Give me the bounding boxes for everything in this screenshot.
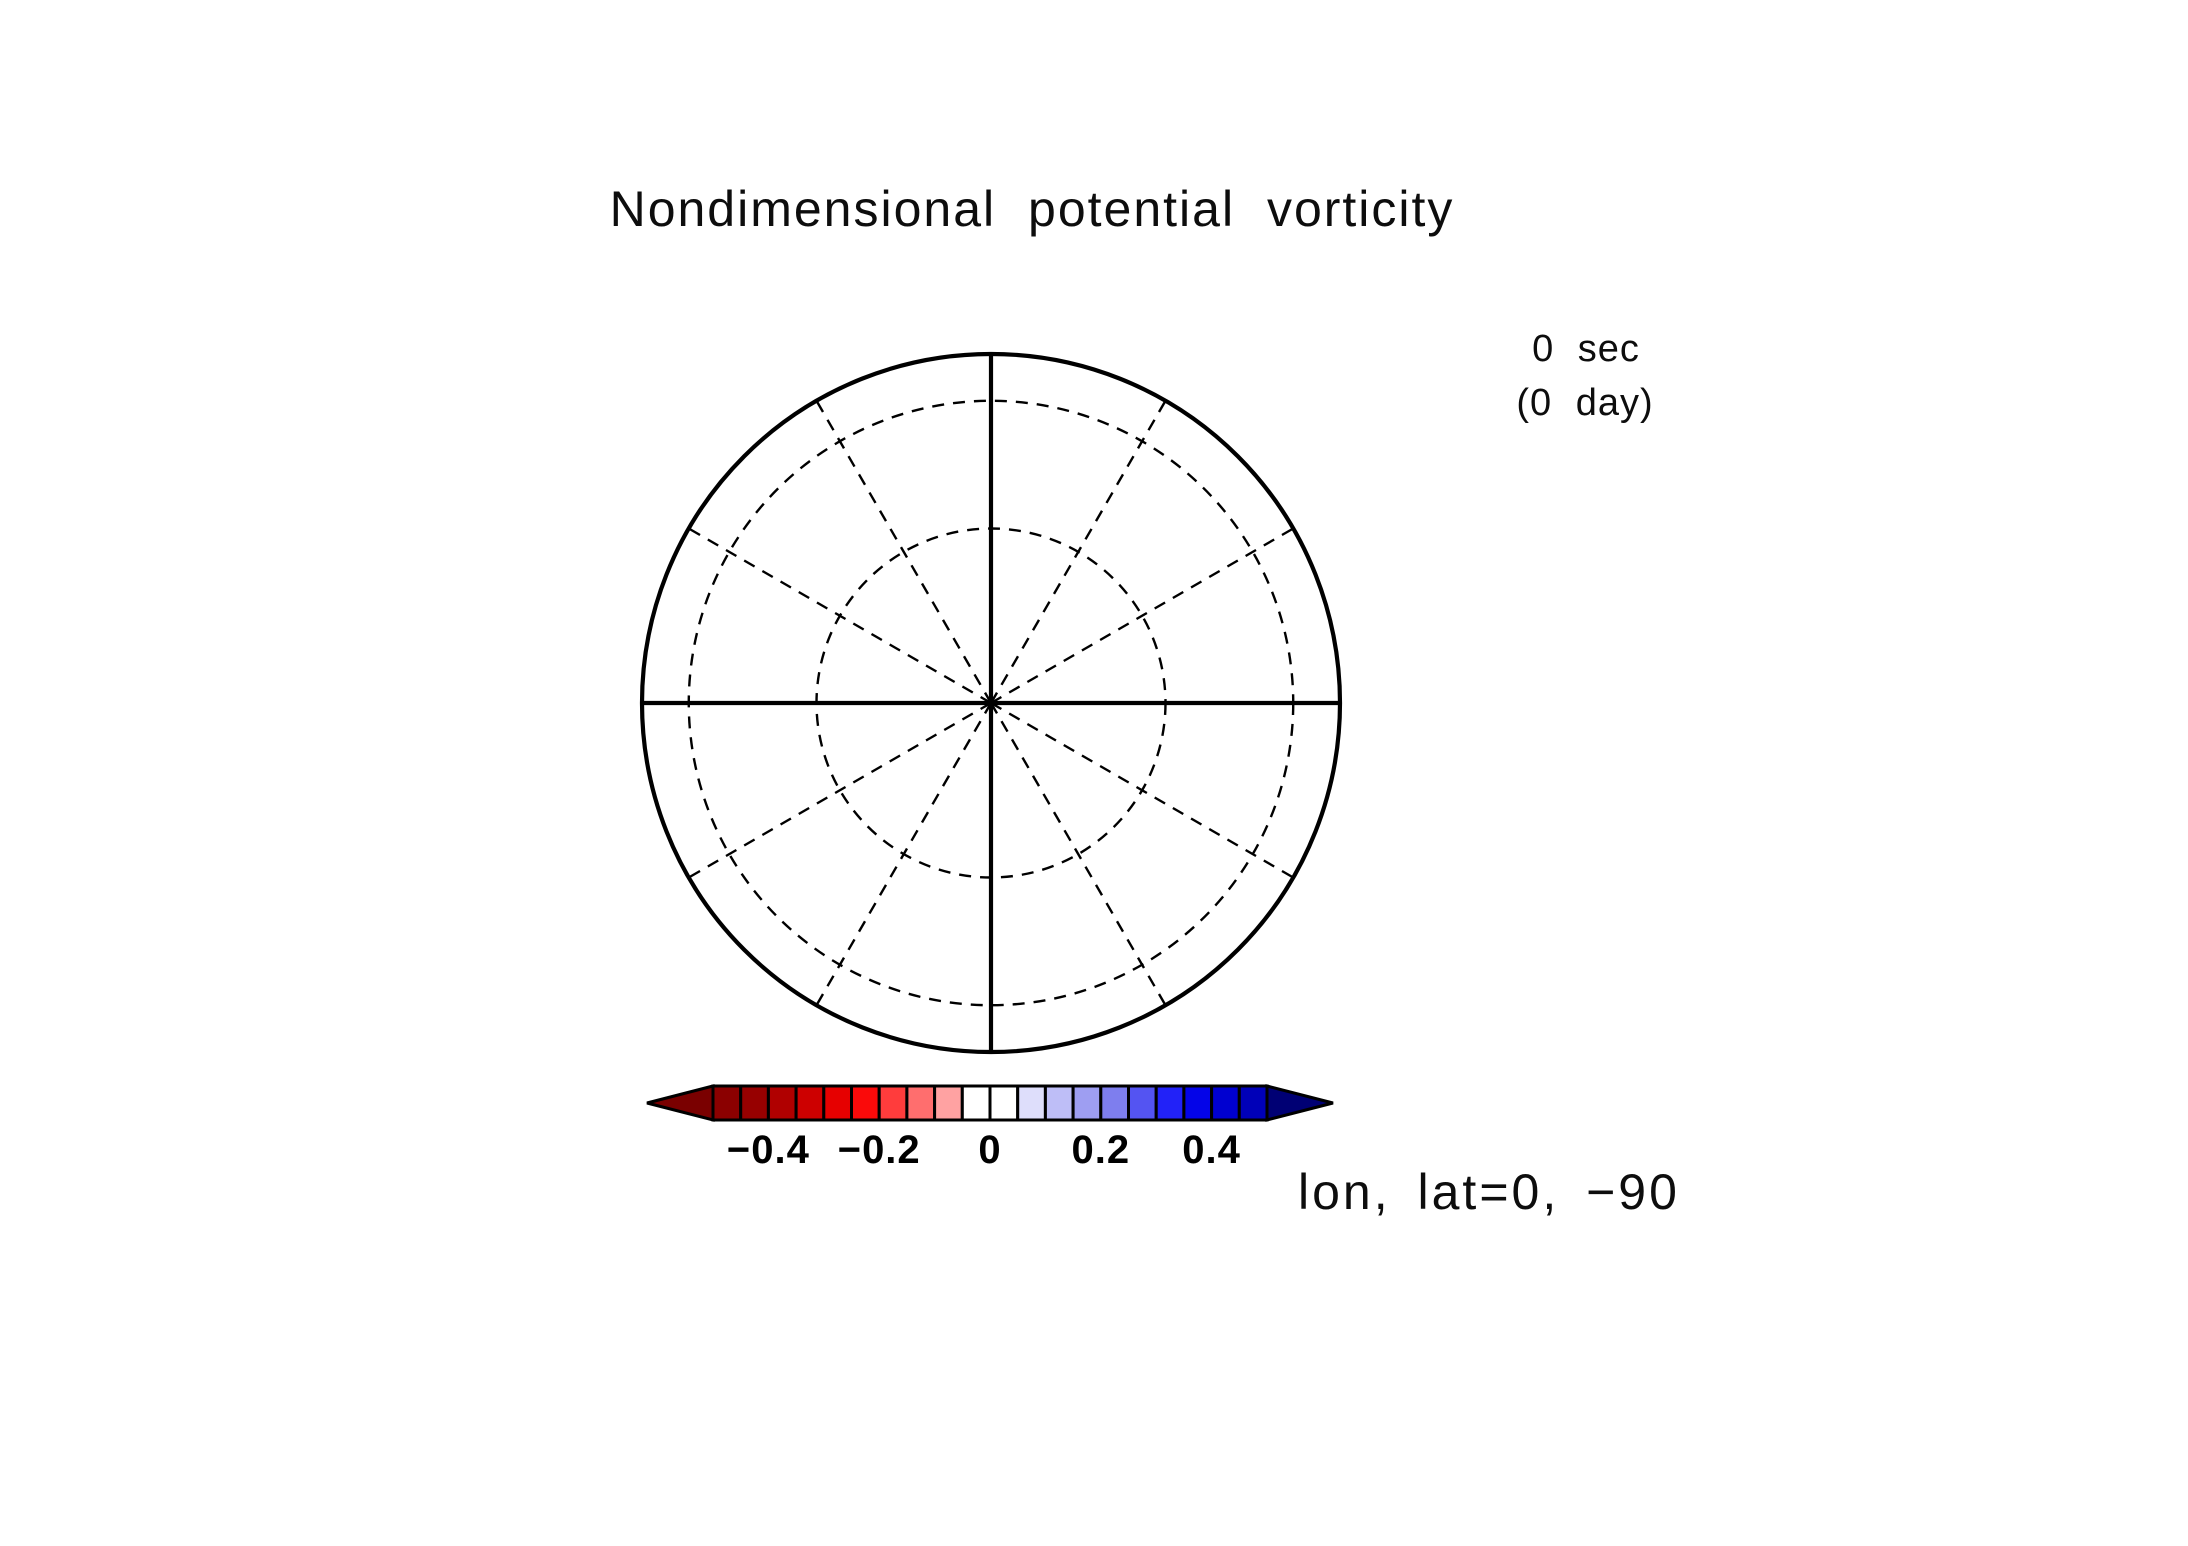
under-range-arrow — [646, 1084, 715, 1122]
meridian-line-dashed — [990, 527, 1294, 705]
plot-title: Nondimensional potential vorticity — [609, 181, 1455, 237]
colorbar-cell — [711, 1084, 743, 1122]
meridian-line-dashed — [688, 527, 992, 705]
colorbar-cell — [794, 1084, 826, 1122]
colorbar-cell — [905, 1084, 937, 1122]
colorbar-cell — [822, 1084, 853, 1122]
meridian-line-dashed — [990, 701, 1294, 879]
meridian-line-dashed — [815, 702, 993, 1006]
meridian-line-dashed — [815, 400, 993, 704]
meridian-line-dashed — [989, 400, 1167, 704]
colorbar-tick-label: 0 — [978, 1128, 1002, 1172]
colorbar-cell — [1210, 1084, 1241, 1122]
time-annotation-seconds: 0 sec — [1532, 328, 1640, 370]
colorbar-cell — [1016, 1084, 1047, 1122]
colorbar-cell — [960, 1084, 992, 1122]
colorbar-cell — [1127, 1084, 1158, 1122]
colorbar-cell — [1237, 1084, 1269, 1122]
colorbar-tick-label: 0.2 — [1071, 1128, 1131, 1172]
colorbar-cell — [1099, 1084, 1131, 1122]
colorbar-tick-label: −0.2 — [837, 1128, 921, 1172]
meridian-line-dashed — [688, 701, 992, 879]
colorbar-cell — [1182, 1084, 1214, 1122]
time-annotation-days: (0 day) — [1516, 382, 1654, 424]
view-annotation: lon, lat=0, −90 — [1298, 1164, 1680, 1220]
colorbar-cell — [988, 1084, 1020, 1122]
over-range-arrow — [1265, 1084, 1334, 1122]
colorbar-cell — [1071, 1084, 1103, 1122]
colorbar-cell — [877, 1084, 909, 1122]
colorbar-cell — [739, 1084, 770, 1122]
colorbar-tick-label: −0.4 — [726, 1128, 810, 1172]
colorbar-cell — [933, 1084, 964, 1122]
colorbar-cell — [1154, 1084, 1186, 1122]
meridian-line-dashed — [989, 702, 1167, 1006]
colorbar-tick-label: 0.4 — [1182, 1128, 1241, 1172]
colorbar-cell — [766, 1084, 798, 1122]
colorbar-cell — [850, 1084, 881, 1122]
colorbar-cell — [1043, 1084, 1075, 1122]
